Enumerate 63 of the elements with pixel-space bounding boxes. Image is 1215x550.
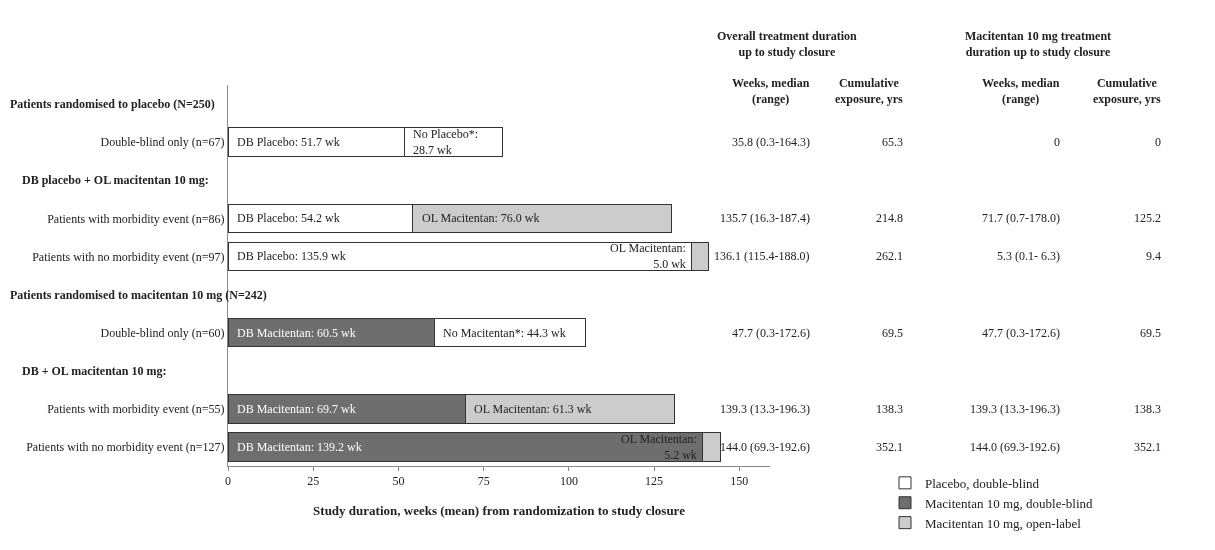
- annotation: 135.7 (16.3-187.4): [720, 211, 810, 225]
- text: Patients randomised to placebo (N=250): [10, 97, 215, 111]
- text: DB + OL macitentan 10 mg:: [22, 364, 167, 378]
- text: 69.5: [1140, 326, 1161, 340]
- text: 214.8: [876, 211, 903, 225]
- data-label: OL Macitentan: 61.3 wk: [474, 402, 592, 416]
- data-label: DB Macitentan: 60.5 wk: [237, 326, 356, 340]
- x-tick-label: 150: [730, 474, 749, 489]
- data-label: DB Placebo: 54.2 wk: [237, 211, 340, 225]
- data-label: No Macitentan*: 44.3 wk: [443, 326, 566, 340]
- x-tick-label: 50: [392, 474, 405, 489]
- annotation: Weeks, median (range): [732, 76, 810, 106]
- legend-label: Placebo, double-blind: [925, 475, 1040, 491]
- data-label: DB Macitentan: 139.2 wk: [237, 440, 362, 454]
- text: Cumulative exposure, yrs: [835, 76, 904, 106]
- text: DB placebo + OL macitentan 10 mg:: [22, 173, 209, 187]
- data-label: OL Macitentan: 5.2 wk: [621, 432, 697, 462]
- text: 0: [1054, 135, 1060, 149]
- y-tick-label: Patients with morbidity event (n=55): [47, 402, 225, 417]
- x-tick-label: 100: [559, 474, 578, 489]
- text: 71.7 (0.7-178.0): [982, 211, 1060, 225]
- text: 352.1: [1134, 440, 1161, 454]
- y-tick-label: Patients with no morbidity event (n=127): [26, 440, 225, 455]
- annotation: 139.3 (13.3-196.3): [720, 402, 810, 416]
- text: 0: [1155, 135, 1161, 149]
- annotation: 144.0 (69.3-192.6): [720, 440, 810, 454]
- annotation: Patients randomised to macitentan 10 mg (N=242): [10, 288, 267, 302]
- text: 9.4: [1146, 249, 1161, 263]
- x-tick-label: 25: [307, 474, 320, 489]
- text: 262.1: [876, 249, 903, 263]
- text: 352.1: [876, 440, 903, 454]
- text: Weeks, median (range): [982, 76, 1060, 106]
- x-tick-label: 75: [477, 474, 490, 489]
- legend-label: Macitentan 10 mg, double-blind: [925, 495, 1094, 511]
- legend-label: Macitentan 10 mg, open-label: [925, 515, 1082, 531]
- data-label: No Placebo*: 28.7 wk: [413, 127, 478, 157]
- text: Cumulative exposure, yrs: [1093, 76, 1162, 106]
- text: 47.7 (0.3-172.6): [982, 326, 1060, 340]
- x-axis-title: Study duration, weeks (mean) from randomization to study closure: [313, 503, 686, 518]
- text: Overall treatment duration up to study closure: [717, 29, 858, 59]
- text: 139.3 (13.3-196.3): [970, 402, 1060, 416]
- text: 144.0 (69.3-192.6): [970, 440, 1060, 454]
- annotation: 47.7 (0.3-172.6): [732, 326, 810, 340]
- y-tick-label: Double-blind only (n=67): [100, 135, 225, 150]
- data-label: DB Placebo: 51.7 wk: [237, 135, 340, 149]
- text: 125.2: [1134, 211, 1161, 225]
- data-label: OL Macitentan: 76.0 wk: [422, 211, 540, 225]
- text: 5.3 (0.1- 6.3): [997, 249, 1060, 263]
- text: Macitentan 10 mg treatment duration up to study closure: [965, 29, 1112, 59]
- y-tick-label: Patients with morbidity event (n=86): [47, 211, 225, 226]
- text: 69.5: [882, 326, 903, 340]
- data-label: DB Placebo: 135.9 wk: [237, 249, 346, 263]
- y-tick-label: Patients with no morbidity event (n=97): [32, 249, 225, 264]
- annotation: 35.8 (0.3-164.3): [732, 135, 810, 149]
- text: 65.3: [882, 135, 903, 149]
- x-tick-label: 0: [225, 474, 231, 489]
- data-label: DB Macitentan: 69.7 wk: [237, 402, 356, 416]
- text: 138.3: [1134, 402, 1161, 416]
- annotation: 136.1 (115.4-188.0): [714, 249, 810, 263]
- data-label: OL Macitentan: 5.0 wk: [610, 241, 686, 271]
- x-tick-label: 125: [645, 474, 664, 489]
- text: 138.3: [876, 402, 903, 416]
- y-tick-label: Double-blind only (n=60): [100, 325, 225, 340]
